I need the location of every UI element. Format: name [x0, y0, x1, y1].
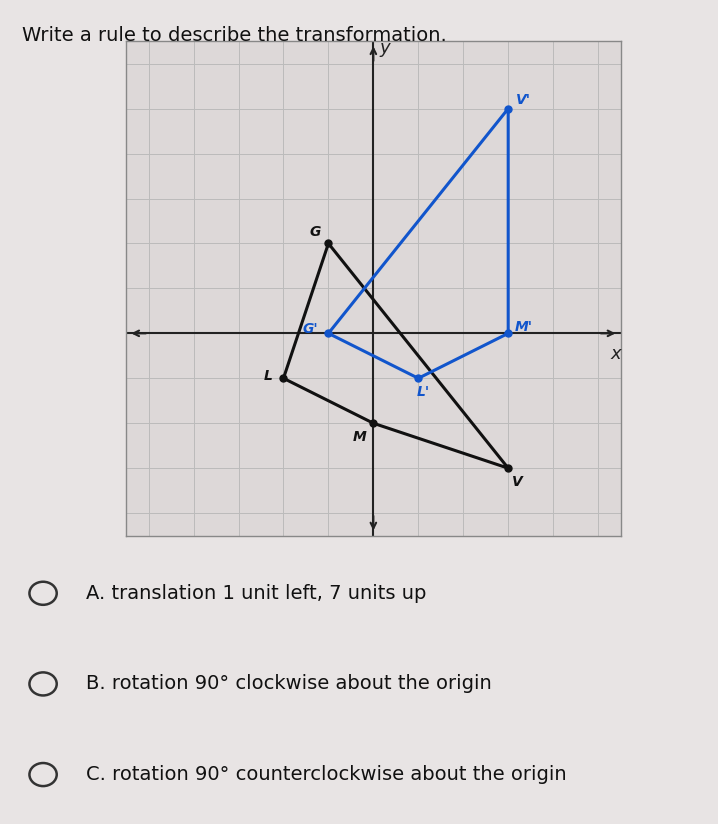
Text: V: V — [512, 475, 523, 489]
Text: M: M — [353, 430, 367, 443]
Text: G': G' — [302, 322, 318, 336]
Text: B. rotation 90° clockwise about the origin: B. rotation 90° clockwise about the orig… — [86, 674, 492, 694]
Text: A. translation 1 unit left, 7 units up: A. translation 1 unit left, 7 units up — [86, 583, 426, 603]
Text: V': V' — [516, 92, 531, 106]
Text: Write a rule to describe the transformation.: Write a rule to describe the transformat… — [22, 26, 447, 45]
Text: G: G — [309, 225, 321, 239]
Text: M': M' — [515, 320, 533, 334]
Text: x: x — [611, 344, 621, 363]
Text: L: L — [264, 369, 272, 383]
Text: C. rotation 90° counterclockwise about the origin: C. rotation 90° counterclockwise about t… — [86, 765, 567, 784]
Text: L': L' — [416, 385, 429, 399]
Text: y: y — [379, 39, 390, 57]
